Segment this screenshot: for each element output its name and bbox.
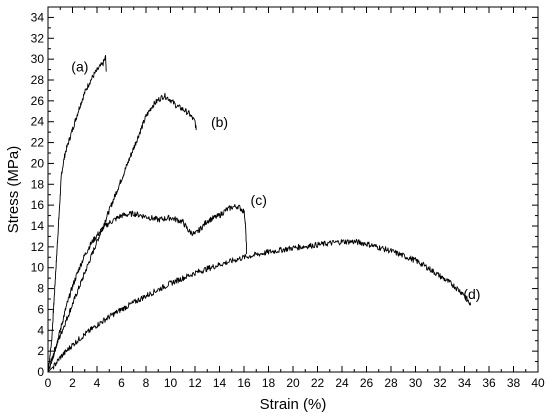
y-tick-label: 30 [31, 52, 45, 66]
series-label-d: (d) [463, 286, 480, 302]
series-line-a [47, 54, 107, 373]
y-tick-label: 4 [37, 323, 44, 337]
x-tick-label: 38 [507, 376, 521, 390]
y-tick-label: 0 [37, 365, 44, 379]
series-label-b: (b) [211, 114, 228, 130]
y-axis-label: Stress (MPa) [5, 146, 22, 234]
y-tick-label: 14 [31, 219, 45, 233]
x-tick-label: 0 [45, 376, 52, 390]
x-tick-label: 30 [409, 376, 423, 390]
y-tick-label: 6 [37, 302, 44, 316]
series-line-c [47, 204, 247, 373]
x-tick-label: 32 [433, 376, 447, 390]
y-tick-label: 2 [37, 344, 44, 358]
x-tick-label: 26 [360, 376, 374, 390]
x-tick-label: 28 [384, 376, 398, 390]
x-axis-label: Strain (%) [260, 396, 327, 413]
y-tick-label: 34 [31, 10, 45, 24]
x-tick-label: 6 [118, 376, 125, 390]
x-tick-label: 40 [531, 376, 545, 390]
series-line-d [47, 238, 472, 373]
series-lines [47, 54, 472, 373]
y-tick-label: 16 [31, 198, 45, 212]
x-tick-label: 4 [94, 376, 101, 390]
series-label-c: (c) [251, 192, 267, 208]
y-tick-label: 32 [31, 31, 45, 45]
y-tick-label: 24 [31, 115, 45, 129]
x-tick-label: 34 [458, 376, 472, 390]
x-tick-label: 14 [213, 376, 227, 390]
x-tick-label: 22 [311, 376, 325, 390]
x-tick-label: 24 [335, 376, 349, 390]
x-tick-label: 16 [237, 376, 251, 390]
y-tick-label: 28 [31, 73, 45, 87]
x-tick-label: 36 [482, 376, 496, 390]
x-tick-label: 8 [143, 376, 150, 390]
x-tick-label: 12 [188, 376, 202, 390]
y-tick-label: 22 [31, 136, 45, 150]
x-tick-label: 2 [69, 376, 76, 390]
y-tick-label: 8 [37, 282, 44, 296]
y-tick-label: 20 [31, 156, 45, 170]
y-tick-label: 12 [31, 240, 45, 254]
series-line-b [47, 92, 197, 373]
x-tick-label: 18 [262, 376, 276, 390]
plot-frame [47, 6, 539, 373]
y-tick-label: 26 [31, 94, 45, 108]
series-labels: (a) (b) (c) (d) [71, 59, 480, 302]
x-tick-label: 20 [286, 376, 300, 390]
series-label-a: (a) [71, 59, 88, 75]
y-tick-label: 18 [31, 177, 45, 191]
x-tick-label: 10 [164, 376, 178, 390]
y-tick-label: 10 [31, 261, 45, 275]
